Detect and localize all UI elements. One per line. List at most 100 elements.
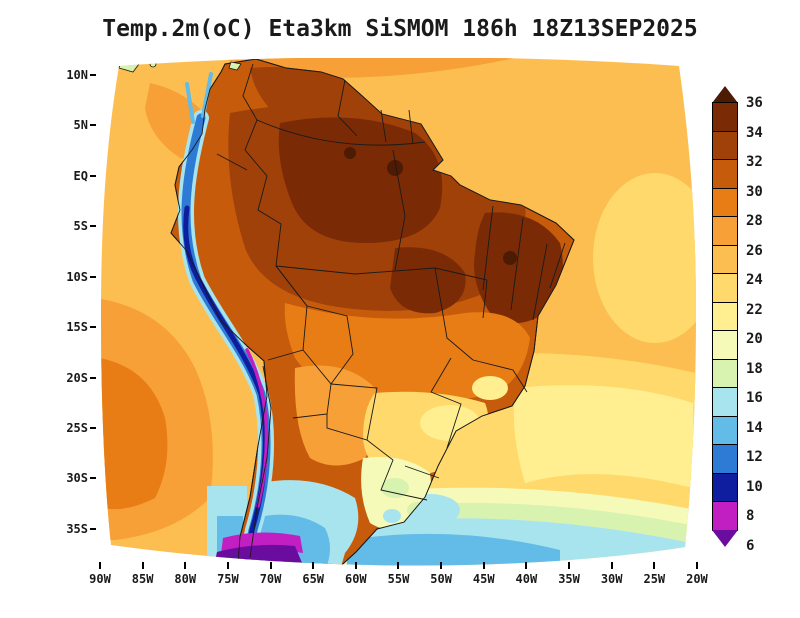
lat-tick-label: 10S: [66, 269, 88, 284]
lat-tick-label: 35S: [66, 521, 88, 536]
state-line-amazon-south: [275, 265, 488, 281]
lon-tick-label: 45W: [472, 572, 495, 586]
lon-tick-label: 60W: [344, 572, 367, 586]
borders: [170, 58, 575, 566]
lon-tick-label: 40W: [515, 572, 538, 586]
colorbar-level-label: 12: [746, 449, 763, 466]
lat-tick-label: 10N: [66, 68, 88, 82]
chaco-orange: [294, 365, 379, 466]
border-chile-arg: [249, 365, 272, 559]
border-sur-frg: [408, 109, 414, 145]
coastline: [170, 58, 575, 566]
lon-tick-label: 30W: [600, 572, 623, 586]
andes-north-branch-2: [185, 82, 195, 124]
state-lines-south: [404, 391, 462, 479]
ocean-band-s4: [347, 533, 560, 566]
island-2: [149, 60, 157, 68]
colorbar-level-label: 8: [746, 508, 755, 525]
state-lines-ne: [482, 205, 566, 321]
colorbar-arrow-top: [712, 86, 738, 103]
colorbar-cell: [712, 130, 738, 160]
colorbar-level-label: 6: [746, 537, 755, 554]
lon-tick-label: 75W: [217, 572, 239, 586]
lon-tick-label: 90W: [89, 572, 111, 586]
colorbar-level-label: 28: [746, 213, 763, 230]
colorbar-cell: [712, 216, 738, 246]
state-lines-central: [434, 267, 488, 361]
hot-spot-3: [503, 251, 517, 265]
hot-spot-1: [387, 160, 403, 176]
border-ecuador: [216, 153, 248, 171]
colorbar-level-label: 20: [746, 331, 763, 348]
colorbar-cell: [712, 415, 738, 445]
colorbar-cell: [712, 301, 738, 331]
lat-tick-label: EQ: [73, 168, 88, 183]
lon-tick-label: 55W: [387, 572, 410, 586]
lat-tick-label: 5S: [73, 219, 88, 234]
colorbar-level-label: 16: [746, 390, 763, 407]
colorbar-level-label: 32: [746, 154, 763, 171]
ocean-patch-east: [593, 173, 696, 343]
colorbar-cell: [712, 501, 738, 531]
colorbar-level-label: 36: [746, 95, 763, 111]
colorbar-cell: [712, 358, 738, 388]
lat-tick-label: 20S: [66, 370, 88, 385]
colorbar-cell: [712, 387, 738, 417]
lon-tick-label: 80W: [174, 572, 197, 586]
plot-title: Temp.2m(oC) Eta3km SiSMOM 186h 18Z13SEP2…: [102, 16, 698, 42]
colorbar-cell: [712, 159, 738, 189]
rs-cyan-1: [383, 509, 401, 523]
island-3: [228, 61, 242, 71]
hot-spot-2: [344, 147, 356, 159]
amazon-hot-core: [278, 117, 443, 243]
state-line-amazonas-para: [392, 149, 406, 271]
colorbar-level-label: 18: [746, 360, 763, 377]
colorbar-cell: [712, 472, 738, 502]
rs-green-1: [381, 478, 409, 498]
andes-north-branch-1: [201, 72, 213, 118]
border-bol-arg: [292, 349, 332, 419]
map-svg: [101, 58, 696, 566]
lat-tick-label: 15S: [66, 320, 88, 335]
colorbar-cell: [712, 102, 738, 132]
ocean-patch-pacific-core: [101, 358, 168, 510]
colorbar-level-label: 24: [746, 272, 763, 289]
colorbar-cell: [712, 187, 738, 217]
border-ven-guy: [337, 79, 358, 137]
colorbar-cell: [712, 244, 738, 274]
colorbar-level-label: 10: [746, 478, 763, 495]
lon-tick-label: 35W: [558, 572, 580, 586]
ocean-patch-se-pale: [513, 385, 693, 488]
colorbar-cell: [712, 273, 738, 303]
colorbar-arrow-bottom: [712, 529, 738, 547]
border-guy-sur: [380, 109, 387, 143]
map-plot-area: [95, 58, 703, 570]
venezuela-warm: [250, 67, 375, 130]
lat-tick-label: 30S: [66, 471, 88, 486]
lat-tick-label: 5N: [73, 118, 88, 133]
border-brazil-north: [256, 119, 426, 146]
border-bolivia-west: [267, 265, 308, 361]
colorbar-cell: [712, 330, 738, 360]
lon-tick-label: 25W: [643, 572, 666, 586]
colorbar-level-label: 34: [746, 124, 763, 141]
colorbar-level-label: 22: [746, 301, 763, 318]
colorbar-level-label: 26: [746, 242, 763, 259]
colorbar-cell: [712, 444, 738, 474]
colorbar-level-label: 30: [746, 183, 763, 200]
border-bol-brazil: [306, 305, 354, 385]
lon-tick-label: 50W: [430, 572, 452, 586]
andes-magenta-core: [245, 348, 269, 508]
border-col-ven: [242, 63, 258, 151]
ne-brazil-hot: [474, 212, 563, 323]
lon-tick-label: 85W: [131, 572, 154, 586]
colorbar-level-label: 14: [746, 419, 763, 436]
central-hot: [390, 247, 466, 314]
colorbar: [712, 86, 738, 547]
lon-tick-label: 70W: [259, 572, 282, 586]
lat-tick-label: 25S: [66, 421, 88, 435]
state-lines-se: [430, 357, 528, 393]
mg-pale-yellow: [472, 376, 508, 400]
lon-tick-label: 65W: [302, 572, 325, 586]
